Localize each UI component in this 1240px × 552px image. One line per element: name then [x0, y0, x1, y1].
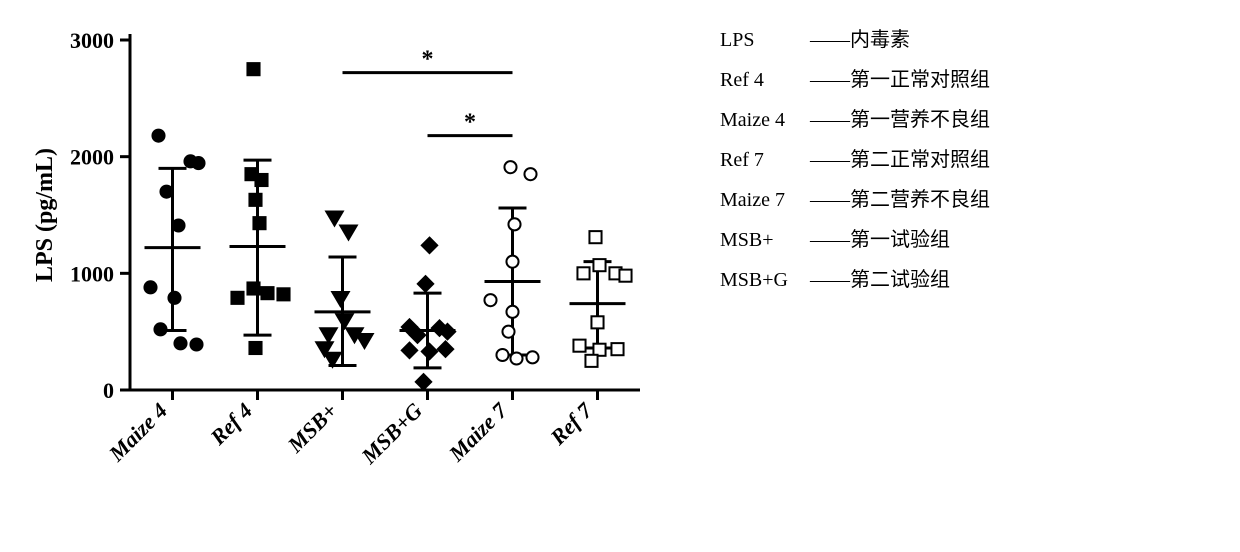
legend-key: Ref 7	[720, 140, 810, 180]
legend-desc: 第一营养不良组	[850, 109, 990, 131]
legend-separator: ——	[810, 260, 850, 300]
legend-row: Ref 4——第一正常对照组	[720, 60, 990, 100]
legend-key: Ref 4	[720, 60, 810, 100]
legend-separator: ——	[810, 220, 850, 260]
legend-separator: ——	[810, 140, 850, 180]
legend-desc: 第二试验组	[850, 269, 950, 291]
legend-row: Maize 7——第二营养不良组	[720, 180, 990, 220]
svg-text:1000: 1000	[70, 261, 114, 286]
legend-key: MSB+G	[720, 260, 810, 300]
legend-desc: 第二正常对照组	[850, 149, 990, 171]
svg-text:Maize 7: Maize 7	[443, 397, 513, 467]
legend-separator: ——	[810, 100, 850, 140]
svg-text:*: *	[464, 110, 476, 136]
legend-desc: 第一正常对照组	[850, 69, 990, 91]
svg-text:*: *	[422, 47, 434, 73]
legend-desc: 第二营养不良组	[850, 189, 990, 211]
legend-panel: LPS——内毒素Ref 4——第一正常对照组Maize 4——第一营养不良组Re…	[720, 20, 990, 300]
svg-text:LPS (pg/mL): LPS (pg/mL)	[32, 148, 58, 282]
legend-row: MSB+G——第二试验组	[720, 260, 990, 300]
legend-row: Maize 4——第一营养不良组	[720, 100, 990, 140]
legend-key: Maize 7	[720, 180, 810, 220]
chart-svg: 0 1000 2000 3000 LPS (pg/mL) Maize 4 Ref 4 MSB+…	[20, 20, 660, 530]
legend-desc: 第一试验组	[850, 229, 950, 251]
lps-scatter-chart: 0 1000 2000 3000 LPS (pg/mL) Maize 4 Ref 4 MSB+…	[20, 20, 660, 530]
svg-text:Ref 7: Ref 7	[545, 397, 598, 450]
legend-separator: ——	[810, 20, 850, 60]
legend-row: Ref 7——第二正常对照组	[720, 140, 990, 180]
legend-row: MSB+——第一试验组	[720, 220, 990, 260]
legend-desc: 内毒素	[850, 29, 910, 51]
svg-text:MSB+: MSB+	[282, 398, 342, 458]
legend-separator: ——	[810, 60, 850, 100]
legend-row: LPS——内毒素	[720, 20, 990, 60]
legend-key: LPS	[720, 20, 810, 60]
svg-text:Maize 4: Maize 4	[103, 398, 172, 467]
svg-text:0: 0	[103, 378, 114, 403]
legend-key: MSB+	[720, 220, 810, 260]
svg-text:3000: 3000	[70, 28, 114, 53]
legend-key: Maize 4	[720, 100, 810, 140]
svg-text:MSB+G: MSB+G	[356, 398, 427, 469]
legend-separator: ——	[810, 180, 850, 220]
svg-text:Ref 4: Ref 4	[205, 398, 258, 451]
svg-text:2000: 2000	[70, 145, 114, 170]
